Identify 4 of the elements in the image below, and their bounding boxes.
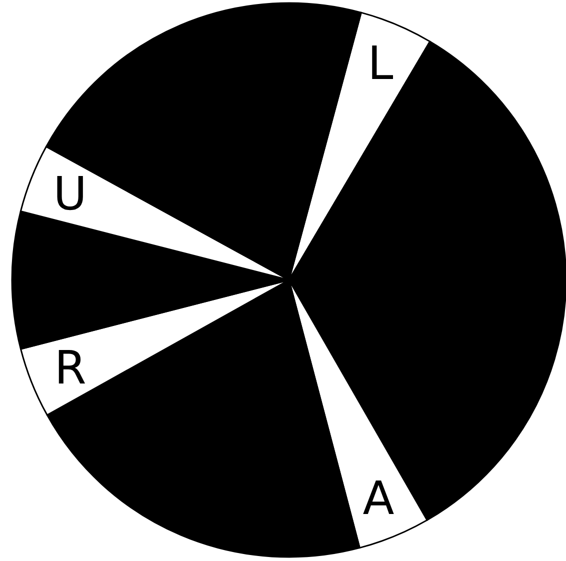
slice-label: U	[53, 166, 87, 220]
slice-label: R	[54, 340, 86, 394]
slice-label: L	[368, 36, 394, 90]
slice-label: A	[362, 470, 395, 525]
